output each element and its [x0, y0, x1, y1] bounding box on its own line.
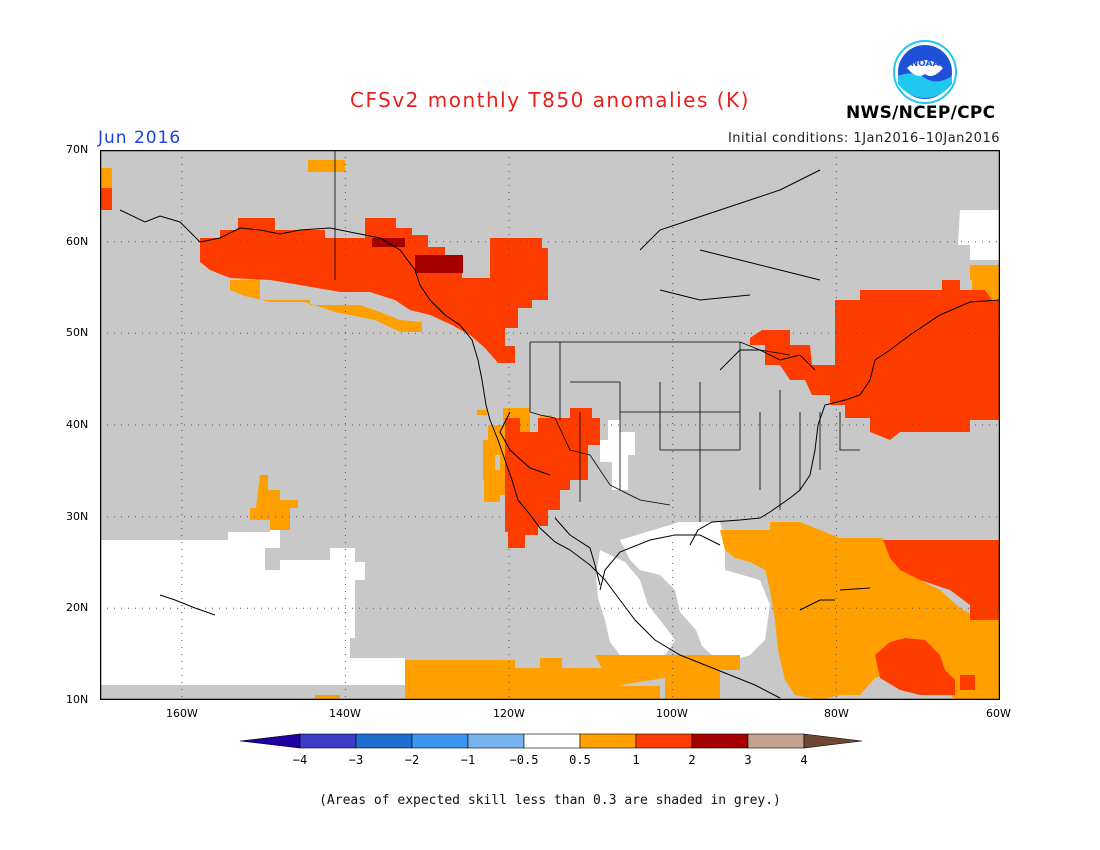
lat-label-70n: 70N — [66, 143, 89, 156]
anomaly-2-to-3 — [372, 238, 463, 273]
near-normal-regions — [100, 210, 1000, 685]
anomaly-map — [100, 150, 1000, 700]
graticule — [100, 150, 1000, 700]
legend-label: 3 — [744, 753, 751, 767]
coastlines — [119, 169, 1000, 699]
lon-label-60w: 60W — [986, 707, 1011, 720]
legend-swatch — [747, 733, 805, 749]
legend-label: −3 — [349, 753, 363, 767]
legend-label: 4 — [800, 753, 807, 767]
lat-label-30n: 30N — [66, 510, 89, 523]
lat-label-40n: 40N — [66, 418, 89, 431]
lon-label-80w: 80W — [824, 707, 849, 720]
legend-arrow-high — [803, 733, 863, 749]
legend-swatch — [579, 733, 637, 749]
legend-label: −4 — [293, 753, 307, 767]
political-borders — [334, 150, 860, 522]
legend-swatch — [299, 733, 357, 749]
legend-swatch — [411, 733, 469, 749]
lon-label-140w: 140W — [329, 707, 361, 720]
forecast-month: Jun 2016 — [98, 128, 182, 148]
chart-title: CFSv2 monthly T850 anomalies (K) — [350, 88, 750, 112]
noaa-logo-text: NOAA — [911, 59, 940, 69]
legend-label: 2 — [688, 753, 695, 767]
lat-label-50n: 50N — [66, 326, 89, 339]
noaa-logo-icon: NOAA — [893, 40, 957, 104]
legend-label: −1 — [461, 753, 475, 767]
lon-label-120w: 120W — [493, 707, 525, 720]
lon-label-100w: 100W — [656, 707, 688, 720]
legend-swatch — [523, 733, 581, 749]
anomaly-2-3-patch — [372, 238, 405, 247]
agency-label: NWS/NCEP/CPC — [846, 103, 996, 123]
lat-label-20n: 20N — [66, 601, 89, 614]
initial-conditions: Initial conditions: 1Jan2016–10Jan2016 — [727, 131, 1000, 146]
legend-swatch — [691, 733, 749, 749]
legend-label: −0.5 — [510, 753, 539, 767]
legend-swatch — [467, 733, 525, 749]
legend-label: −2 — [405, 753, 419, 767]
skill-footnote: (Areas of expected skill less than 0.3 a… — [319, 793, 781, 808]
legend-swatch — [355, 733, 413, 749]
legend-swatch — [635, 733, 693, 749]
legend-label: 1 — [632, 753, 639, 767]
map-frame — [100, 150, 1000, 700]
lat-label-60n: 60N — [66, 235, 89, 248]
legend-arrow-low — [239, 733, 301, 749]
anomaly-2-3-patch — [415, 255, 463, 273]
lat-label-10n: 10N — [66, 693, 89, 706]
color-legend: −4 −3 −2 −1 −0.5 0.5 1 2 3 4 — [239, 733, 863, 767]
lon-label-160w: 160W — [166, 707, 198, 720]
legend-label: 0.5 — [569, 753, 591, 767]
